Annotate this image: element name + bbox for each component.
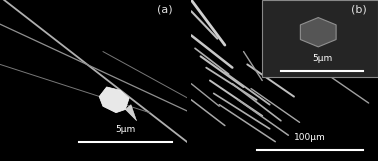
Text: 5μm: 5μm — [312, 54, 332, 63]
Text: (a): (a) — [157, 5, 172, 15]
Polygon shape — [99, 87, 129, 113]
Bar — [262, 0, 378, 77]
Text: (b): (b) — [352, 5, 367, 15]
Text: 100μm: 100μm — [294, 133, 326, 142]
Text: 5μm: 5μm — [115, 125, 135, 134]
Polygon shape — [301, 18, 336, 47]
Polygon shape — [125, 105, 136, 121]
